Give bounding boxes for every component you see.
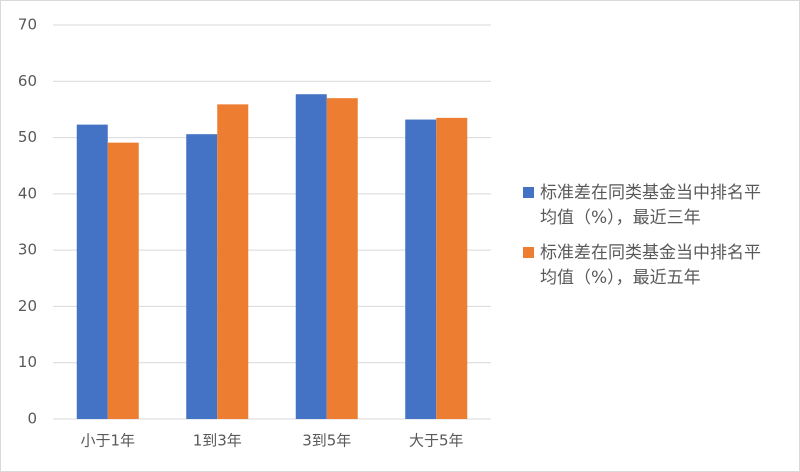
legend-swatch [523,247,534,258]
bar [186,134,218,420]
legend-swatch [523,187,534,198]
bar [326,98,358,420]
x-tick-label: 1到3年 [193,432,242,450]
legend-item: 标准差在同类基金当中排名平均值（%），最近五年 [523,241,773,291]
bar [107,142,139,419]
x-tick-label: 小于1年 [80,432,135,450]
legend-label: 标准差在同类基金当中排名平均值（%），最近三年 [540,183,761,228]
legend: 标准差在同类基金当中排名平均值（%），最近三年 标准差在同类基金当中排名平均值（%… [523,181,773,301]
legend-label: 标准差在同类基金当中排名平均值（%），最近五年 [540,243,761,288]
bar [295,94,327,419]
y-tick-label: 40 [18,184,37,202]
y-tick-label: 20 [18,297,37,315]
bar [217,104,249,419]
bar [405,119,437,419]
y-tick-label: 70 [18,16,37,34]
y-tick-label: 10 [18,353,37,371]
y-tick-label: 60 [18,72,37,90]
bar [436,117,468,419]
legend-item: 标准差在同类基金当中排名平均值（%），最近三年 [523,181,773,231]
y-tick-label: 50 [18,128,37,146]
y-tick-label: 0 [27,410,37,428]
bar [76,124,108,419]
y-tick-label: 30 [18,241,37,259]
x-tick-label: 3到5年 [302,432,351,450]
x-tick-label: 大于5年 [409,432,464,450]
